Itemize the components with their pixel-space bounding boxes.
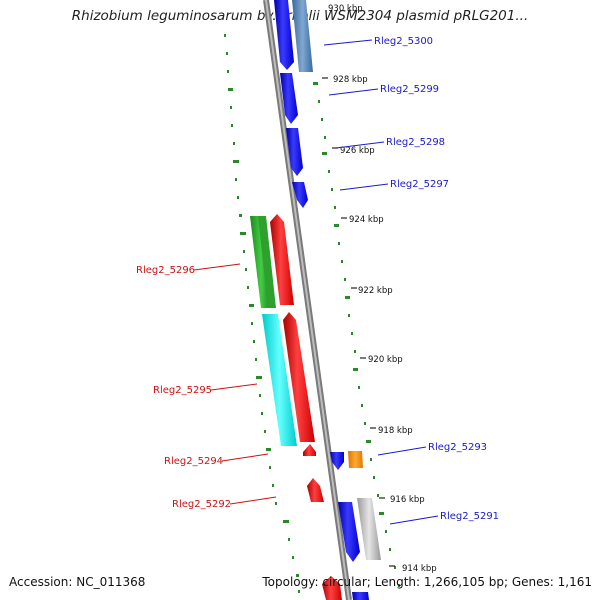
- reverse-strand-features[interactable]: [250, 214, 342, 600]
- gene-rleg2-5300-shape[interactable]: [274, 0, 294, 70]
- kbp-ticks: [322, 77, 395, 567]
- forward-gene-labels: [323, 39, 439, 525]
- gene-rleg2-5295-shape[interactable]: [283, 312, 315, 442]
- topology-summary: Topology: circular; Length: 1,266,105 bp…: [262, 575, 592, 589]
- gene-label-rleg2-5291[interactable]: Rleg2_5291: [440, 511, 499, 522]
- gene-label-rleg2-5299[interactable]: Rleg2_5299: [380, 84, 439, 95]
- gene-label-rleg2-5295[interactable]: Rleg2_5295: [153, 385, 212, 396]
- gene-bottom-red-shape[interactable]: [322, 576, 342, 600]
- gene-label-rleg2-5296[interactable]: Rleg2_5296: [136, 265, 195, 276]
- gene-rleg2-5299-shape[interactable]: [280, 73, 298, 124]
- tick-label-920: 920 kbp: [368, 355, 403, 365]
- tick-label-914: 914 kbp: [402, 564, 437, 574]
- gene-bottom-blue-shape[interactable]: [352, 592, 369, 600]
- tick-label-922: 922 kbp: [358, 286, 393, 296]
- gene-rleg2-5294-shape[interactable]: [303, 444, 316, 456]
- tick-label-924: 924 kbp: [349, 215, 384, 225]
- gene-rleg2-5291-shape[interactable]: [338, 502, 360, 562]
- gene-rleg2-5296-shape[interactable]: [270, 214, 294, 305]
- gene-neighbor-steel-shape[interactable]: [292, 0, 313, 72]
- gc-content-track: [224, 34, 300, 593]
- gene-grey-shape[interactable]: [357, 498, 381, 560]
- plasmid-backbone: [263, 0, 352, 600]
- gene-label-rleg2-5292[interactable]: Rleg2_5292: [172, 499, 231, 510]
- gene-green-second-shape[interactable]: [258, 216, 276, 308]
- accession-label: Accession: NC_011368: [9, 575, 146, 589]
- tick-label-928: 928 kbp: [333, 75, 368, 85]
- gene-rleg2-5292-shape[interactable]: [307, 478, 324, 502]
- tick-label-926: 926 kbp: [340, 146, 375, 156]
- gene-label-rleg2-5293[interactable]: Rleg2_5293: [428, 442, 487, 453]
- gene-rleg2-5297-shape[interactable]: [292, 182, 308, 208]
- gene-label-rleg2-5294[interactable]: Rleg2_5294: [164, 456, 223, 467]
- gene-rleg2-5293-shape[interactable]: [330, 452, 344, 470]
- gene-orange-shape[interactable]: [348, 451, 363, 468]
- gene-cyan-shape[interactable]: [262, 314, 297, 446]
- gene-rleg2-5298-shape[interactable]: [286, 128, 303, 176]
- gene-label-rleg2-5297[interactable]: Rleg2_5297: [390, 179, 449, 190]
- gene-label-rleg2-5300[interactable]: Rleg2_5300: [374, 36, 433, 47]
- forward-strand-features[interactable]: [274, 0, 381, 600]
- tick-label-930: 930 kbp: [328, 4, 363, 14]
- gene-label-rleg2-5298[interactable]: Rleg2_5298: [386, 137, 445, 148]
- tick-label-918: 918 kbp: [378, 426, 413, 436]
- reverse-gene-labels: [193, 263, 277, 505]
- tick-label-916: 916 kbp: [390, 495, 425, 505]
